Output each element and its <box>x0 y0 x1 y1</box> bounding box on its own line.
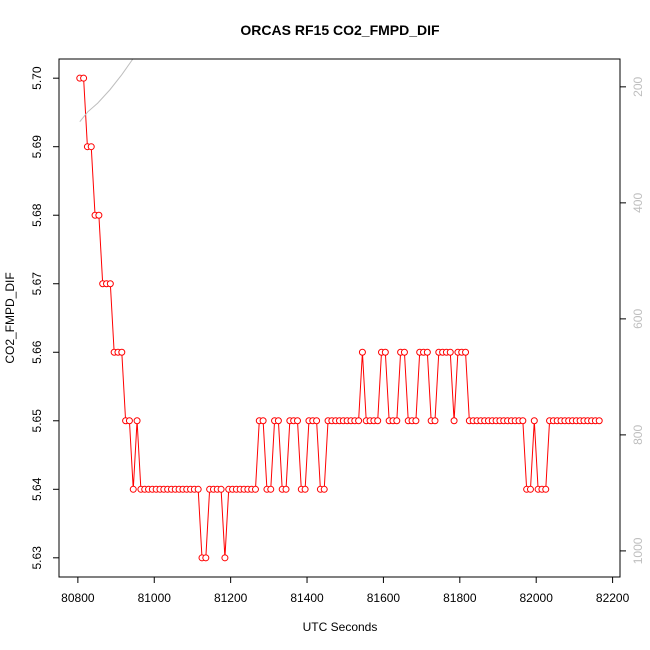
point <box>301 485 309 493</box>
point <box>80 74 88 82</box>
point <box>355 417 363 425</box>
point <box>282 485 290 493</box>
point <box>129 485 137 493</box>
point <box>374 417 382 425</box>
x-axis-label: UTC Seconds <box>303 620 378 634</box>
point <box>400 348 408 356</box>
x-tick-label: 82000 <box>520 591 554 605</box>
point <box>95 211 103 219</box>
y2-tick-label: 800 <box>631 425 645 445</box>
point <box>462 348 470 356</box>
x-tick-label: 80800 <box>61 591 95 605</box>
point <box>293 417 301 425</box>
x-tick-label: 81600 <box>367 591 401 605</box>
point <box>267 485 275 493</box>
y2-tick-label: 400 <box>631 193 645 213</box>
point <box>274 417 282 425</box>
point <box>217 485 225 493</box>
y2-tick-label: 200 <box>631 77 645 97</box>
series-line <box>79 59 134 122</box>
point <box>412 417 420 425</box>
point <box>450 417 458 425</box>
point <box>133 417 141 425</box>
point <box>259 417 267 425</box>
point <box>446 348 454 356</box>
x-tick-label: 81400 <box>290 591 324 605</box>
y-axis-label: CO2_FMPD_DIF <box>3 272 17 363</box>
y-tick-label: 5.70 <box>30 66 44 90</box>
y2-tick-label: 1000 <box>631 537 645 564</box>
series-line <box>79 77 600 559</box>
point <box>118 348 126 356</box>
y-tick-label: 5.63 <box>30 546 44 570</box>
point <box>87 143 95 151</box>
point <box>320 485 328 493</box>
point <box>393 417 401 425</box>
x-tick-label: 82200 <box>596 591 630 605</box>
y-tick-label: 5.66 <box>30 340 44 364</box>
point <box>106 280 114 288</box>
y-tick-label: 5.67 <box>30 272 44 296</box>
x-tick-label: 81800 <box>443 591 477 605</box>
point <box>251 485 259 493</box>
y-tick-label: 5.68 <box>30 203 44 227</box>
point <box>542 485 550 493</box>
point <box>221 554 229 562</box>
y-tick-label: 5.64 <box>30 477 44 501</box>
point <box>194 485 202 493</box>
chart-title: ORCAS RF15 CO2_FMPD_DIF <box>240 22 440 38</box>
y-tick-label: 5.69 <box>30 135 44 159</box>
y2-tick-label: 600 <box>631 309 645 329</box>
point <box>526 485 534 493</box>
plot-frame <box>58 58 621 578</box>
point <box>423 348 431 356</box>
y-tick-label: 5.65 <box>30 409 44 433</box>
point <box>381 348 389 356</box>
point <box>530 417 538 425</box>
x-tick-label: 81000 <box>138 591 172 605</box>
point <box>519 417 527 425</box>
point <box>431 417 439 425</box>
x-tick-label: 81200 <box>214 591 248 605</box>
point <box>358 348 366 356</box>
point <box>313 417 321 425</box>
point <box>125 417 133 425</box>
point <box>202 554 210 562</box>
point <box>595 417 603 425</box>
